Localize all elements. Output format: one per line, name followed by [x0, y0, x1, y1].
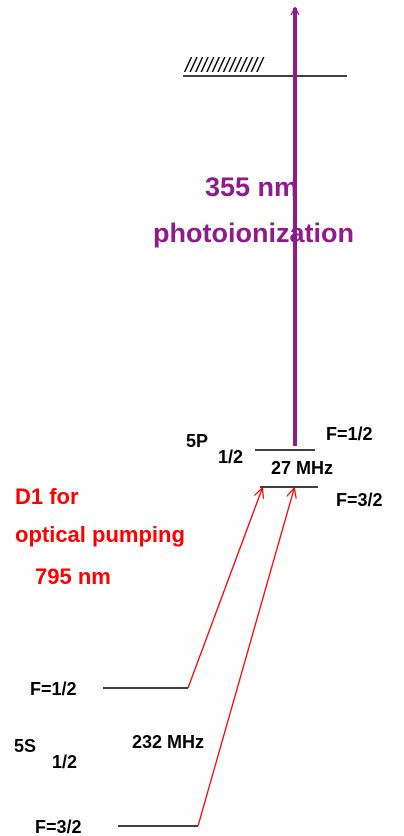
hatch: //////////////	[183, 55, 265, 77]
level-label: F=3/2	[336, 490, 383, 510]
pump-arrow	[197, 489, 294, 827]
state-name: 5P	[186, 431, 208, 451]
ionization-wavelength: 355 nm	[205, 172, 298, 202]
pump-label: D1 for	[15, 484, 79, 509]
splitting-label: 27 MHz	[271, 458, 333, 478]
splitting-label: 232 MHz	[132, 732, 204, 752]
state-subscript: 1/2	[52, 752, 77, 772]
state-subscript: 1/2	[218, 447, 243, 467]
state-name: 5S	[14, 736, 36, 756]
level-label: F=1/2	[30, 679, 77, 699]
pump-arrow	[187, 489, 262, 689]
level-label: F=3/2	[35, 817, 82, 836]
pump-label: optical pumping	[15, 522, 185, 547]
pump-wavelength: 795 nm	[35, 564, 111, 589]
level-label: F=1/2	[326, 424, 373, 444]
ionization-label: photoionization	[153, 218, 354, 248]
